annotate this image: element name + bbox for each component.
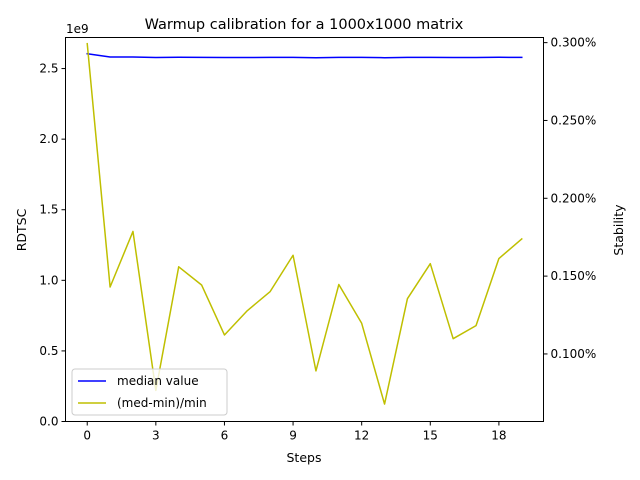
legend-box (71, 368, 228, 416)
x-tick-label: 12 (354, 429, 369, 443)
series-line-median-value (86, 52, 523, 59)
x-tick-label: 9 (289, 429, 297, 443)
x-tick-label: 6 (221, 429, 229, 443)
right-tick-label: 0.150% (551, 269, 597, 283)
right-tick-label: 0.100% (551, 347, 597, 361)
plot-frame (65, 37, 544, 422)
x-tick-label: 15 (423, 429, 438, 443)
left-axis-offset: 1e9 (66, 22, 89, 36)
legend-label-median: median value (117, 374, 199, 388)
series-line-stability (86, 42, 523, 405)
right-tick-label: 0.250% (551, 113, 597, 127)
x-tick-label: 18 (491, 429, 506, 443)
left-tick-label: 0.0 (39, 415, 58, 429)
legend: median value (med-min)/min (71, 368, 228, 416)
x-tick-label: 0 (83, 429, 91, 443)
right-tick-label: 0.300% (551, 36, 597, 50)
left-tick-label: 1.0 (39, 273, 58, 287)
legend-label-stability: (med-min)/min (117, 396, 207, 410)
right-tick-label: 0.200% (551, 191, 597, 205)
left-axis-label: RDTSC (14, 208, 29, 251)
chart-title: Warmup calibration for a 1000x1000 matri… (145, 17, 464, 33)
x-tick-label: 3 (152, 429, 160, 443)
right-axis-label: Stability (611, 204, 626, 256)
left-tick-label: 0.5 (39, 344, 58, 358)
left-tick-label: 1.5 (39, 203, 58, 217)
left-tick-label: 2.0 (39, 132, 58, 146)
left-tick-label: 2.5 (39, 62, 58, 76)
x-axis-label: Steps (287, 450, 322, 465)
